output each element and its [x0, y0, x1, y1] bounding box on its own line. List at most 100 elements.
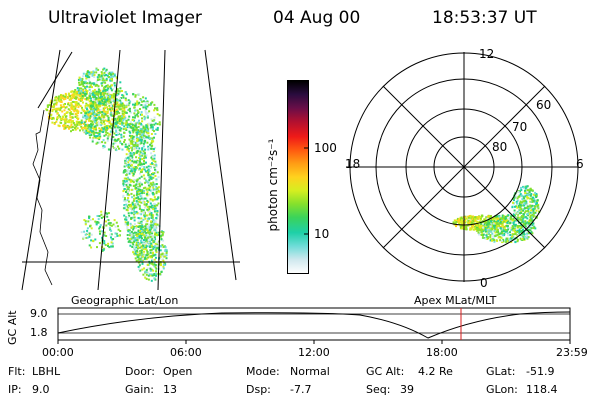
aurora-pixel: [71, 116, 74, 119]
aurora-pixel: [102, 144, 105, 147]
aurora-pixel: [84, 105, 87, 107]
aurora-pixel: [131, 172, 134, 174]
aurora-pixel: [505, 224, 508, 227]
aurora-pixel: [489, 225, 492, 228]
aurora-pixel: [81, 83, 84, 86]
aurora-pixel: [71, 116, 74, 119]
aurora-pixel: [83, 93, 86, 95]
aurora-pixel: [454, 222, 457, 225]
aurora-pixel: [90, 246, 93, 249]
aurora-pixel: [113, 96, 116, 99]
aurora-pixel: [76, 90, 79, 93]
aurora-pixel: [116, 110, 119, 113]
aurora-pixel: [132, 142, 135, 144]
aurora-pixel: [120, 136, 123, 139]
aurora-pixel: [143, 212, 146, 215]
aurora-pixel: [85, 90, 88, 93]
aurora-pixel: [145, 171, 148, 174]
aurora-pixel: [481, 231, 484, 234]
aurora-pixel: [108, 95, 111, 98]
aurora-pixel: [91, 138, 94, 141]
aurora-pixel: [91, 102, 94, 105]
aurora-pixel: [143, 211, 146, 214]
aurora-pixel: [118, 132, 120, 135]
aurora-pixel: [90, 125, 93, 128]
aurora-pixel: [480, 222, 483, 225]
aurora-pixel: [134, 143, 137, 146]
aurora-pixel: [85, 111, 88, 114]
aurora-pixel: [500, 219, 503, 222]
aurora-pixel: [93, 128, 96, 131]
aurora-pixel: [154, 160, 157, 163]
aurora-pixel: [93, 98, 95, 101]
aurora-pixel: [511, 234, 513, 237]
aurora-pixel: [155, 192, 158, 195]
aurora-pixel: [490, 230, 493, 233]
aurora-pixel: [52, 106, 55, 108]
aurora-pixel: [134, 188, 137, 190]
aurora-pixel: [112, 83, 115, 86]
aurora-pixel: [150, 176, 153, 179]
aurora-pixel: [162, 246, 165, 248]
aurora-pixel: [482, 235, 484, 238]
glon-label: GLon:: [486, 383, 518, 396]
aurora-pixel: [74, 115, 77, 118]
aurora-pixel: [509, 220, 512, 223]
aurora-pixel: [54, 96, 57, 99]
aurora-pixel: [126, 237, 129, 240]
aurora-pixel: [90, 83, 92, 86]
aurora-pixel: [496, 228, 499, 231]
aurora-pixel: [149, 241, 152, 244]
aurora-pixel: [157, 189, 160, 192]
aurora-pixel: [144, 227, 147, 230]
aurora-pixel: [103, 71, 106, 74]
aurora-pixel: [457, 219, 459, 221]
aurora-pixel: [130, 164, 133, 167]
aurora-pixel: [140, 99, 143, 102]
aurora-pixel: [487, 214, 490, 217]
aurora-pixel: [123, 188, 126, 191]
aurora-pixel: [488, 224, 491, 227]
aurora-pixel: [99, 104, 101, 107]
aurora-pixel: [481, 234, 484, 237]
aurora-pixel: [469, 228, 472, 231]
aurora-pixel: [523, 238, 526, 241]
aurora-pixel: [153, 116, 156, 119]
aurora-pixel: [88, 82, 91, 85]
aurora-pixel: [514, 224, 517, 227]
aurora-pixel: [136, 180, 139, 183]
aurora-pixel: [92, 112, 95, 115]
aurora-pixel: [88, 134, 91, 136]
aurora-pixel: [142, 126, 145, 129]
aurora-pixel: [513, 196, 516, 199]
aurora-pixel: [135, 187, 138, 190]
aurora-pixel: [49, 114, 52, 117]
aurora-pixel: [126, 193, 129, 196]
aurora-pixel: [77, 102, 80, 105]
aurora-pixel: [74, 96, 76, 99]
aurora-pixel: [156, 223, 159, 226]
aurora-pixel: [142, 253, 145, 256]
aurora-pixel: [506, 225, 509, 227]
aurora-pixel: [102, 248, 105, 251]
aurora-pixel: [104, 85, 107, 88]
aurora-pixel: [56, 115, 59, 118]
aurora-pixel: [51, 108, 54, 111]
aurora-pixel: [112, 92, 115, 95]
aurora-pixel: [534, 194, 537, 197]
aurora-pixel: [93, 126, 96, 129]
aurora-pixel: [135, 246, 137, 249]
aurora-pixel: [144, 129, 147, 132]
aurora-pixel: [138, 200, 141, 203]
aurora-pixel: [143, 258, 146, 261]
aurora-pixel: [151, 138, 154, 141]
aurora-pixel: [138, 167, 141, 170]
aurora-pixel: [142, 127, 145, 130]
aurora-pixel: [120, 115, 122, 118]
aurora-pixel: [518, 221, 521, 224]
aurora-pixel: [98, 100, 101, 103]
aurora-pixel: [464, 219, 467, 222]
aurora-pixel: [523, 208, 526, 211]
mlt-0-label: 0: [480, 276, 488, 290]
aurora-pixel: [94, 122, 97, 125]
